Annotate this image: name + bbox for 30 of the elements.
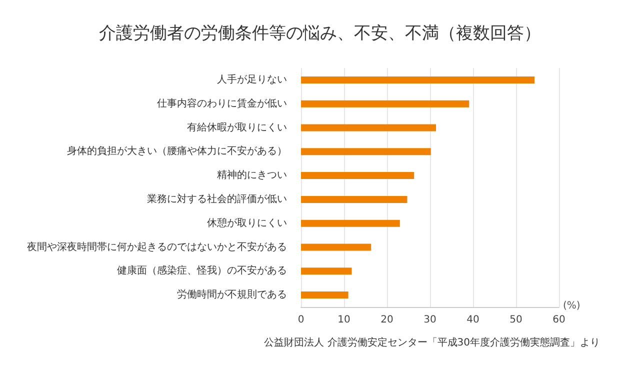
x-tick-label: 30 xyxy=(424,314,436,326)
x-tick-label: 20 xyxy=(380,314,394,326)
x-tick-label: 50 xyxy=(510,314,522,326)
y-tick-label: 健康面（感染症、怪我）の不安がある xyxy=(117,264,287,277)
x-tick-label: 0 xyxy=(298,314,304,326)
y-tick-label: 精神的にきつい xyxy=(217,169,287,182)
y-tick-label: 夜間や深夜時間帯に何か起きるのではないかと不安がある xyxy=(27,240,287,253)
bar xyxy=(301,124,436,132)
bar xyxy=(301,100,470,108)
bar xyxy=(301,196,408,203)
x-tick-label: 40 xyxy=(466,314,480,326)
y-tick-label: 仕事内容のわりに賃金が低い xyxy=(157,97,287,110)
chart-title: 介護労働者の労働条件等の悩み、不安、不満（複数回答） xyxy=(99,24,541,44)
y-tick-label: 有給休暇が取りにくい xyxy=(187,121,287,134)
bar xyxy=(301,268,352,275)
y-tick-label: 身体的負担が大きい（腰痛や体力に不安がある） xyxy=(67,145,287,158)
bar xyxy=(301,76,534,84)
bar xyxy=(301,172,414,180)
x-tick-label: 60 xyxy=(552,314,566,326)
bar xyxy=(301,148,431,156)
x-axis-title: (%) xyxy=(563,300,580,312)
bar xyxy=(301,244,372,251)
y-tick-label: 業務に対する社会的評価が低い xyxy=(147,192,287,205)
x-tick-label: 10 xyxy=(338,314,350,326)
y-tick-label: 労働時間が不規則である xyxy=(177,288,287,301)
text: 公益財団法人 介護労働安定センター「平成30年度介護労働実態調査」より xyxy=(264,336,600,348)
bar xyxy=(301,292,348,299)
y-tick-label: 人手が足りない xyxy=(217,73,287,86)
y-tick-label: 休憩が取りにくい xyxy=(207,216,287,229)
bar xyxy=(301,220,400,227)
